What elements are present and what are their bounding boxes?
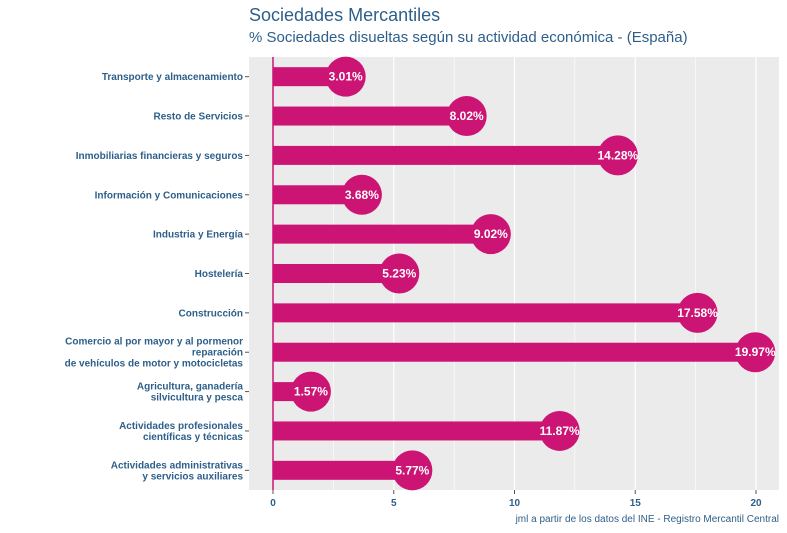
category-label: Actividades profesionales científicas y t… bbox=[119, 421, 243, 443]
value-bubble bbox=[379, 253, 420, 294]
x-tick-label: 20 bbox=[750, 498, 762, 509]
x-tick-label: 0 bbox=[270, 498, 276, 509]
category-label: Industria y Energía bbox=[153, 230, 243, 241]
x-tick-label: 5 bbox=[391, 498, 397, 509]
category-label: Construcción bbox=[179, 308, 243, 319]
value-bubble bbox=[446, 96, 487, 137]
bar bbox=[273, 145, 618, 165]
bar bbox=[273, 185, 362, 205]
value-label: 1.57% bbox=[294, 385, 328, 399]
chart-subtitle: % Sociedades disueltas según su activida… bbox=[249, 29, 688, 46]
category-label: Agricultura, ganadería silvicultura y pes… bbox=[137, 382, 244, 404]
bar bbox=[273, 106, 467, 126]
value-label: 5.23% bbox=[382, 267, 416, 281]
category-label: Transporte y almacenamiento bbox=[102, 72, 243, 83]
x-tick-label: 15 bbox=[630, 498, 642, 509]
value-bubble bbox=[341, 174, 382, 215]
value-bubble bbox=[677, 292, 718, 333]
value-label: 3.01% bbox=[329, 70, 363, 84]
value-label: 17.58% bbox=[677, 306, 718, 320]
category-label: Actividades administrativas y servicios a… bbox=[111, 460, 244, 482]
bars: 3.01% 8.02% 14.28% 3.68% 9.02% 5.23% 17.58% 19.… bbox=[273, 56, 776, 491]
value-label: 8.02% bbox=[450, 109, 484, 123]
category-label: Hostelería bbox=[195, 269, 244, 280]
value-bubble bbox=[735, 332, 776, 373]
value-label: 9.02% bbox=[474, 227, 508, 241]
value-bubble bbox=[392, 450, 433, 491]
bar bbox=[273, 421, 560, 441]
value-label: 5.77% bbox=[395, 463, 429, 477]
value-bubble bbox=[539, 410, 580, 451]
grid-lines bbox=[272, 57, 757, 490]
bar bbox=[273, 460, 413, 480]
bar bbox=[273, 264, 400, 283]
bar bbox=[273, 303, 698, 323]
value-bubble bbox=[597, 135, 638, 176]
value-label: 11.87% bbox=[540, 424, 580, 438]
x-tick-labels: 0 5 10 15 20 bbox=[270, 490, 762, 509]
bar bbox=[273, 342, 756, 362]
bar bbox=[273, 224, 491, 244]
category-label: Información y Comunicaciones bbox=[95, 190, 244, 201]
x-tick-label: 10 bbox=[509, 498, 521, 509]
value-label: 19.97% bbox=[735, 345, 776, 359]
category-label: Inmobiliarias financieras y seguros bbox=[76, 151, 244, 162]
chart-title: Sociedades Mercantiles bbox=[249, 5, 441, 25]
category-labels: Transporte y almacenamiento Resto de Serv… bbox=[65, 72, 249, 482]
value-bubble bbox=[290, 371, 331, 412]
value-bubble bbox=[470, 214, 511, 255]
category-label: Resto de Servicios bbox=[154, 112, 244, 123]
value-label: 14.28% bbox=[598, 148, 639, 162]
value-bubble bbox=[325, 56, 366, 97]
value-label: 3.68% bbox=[345, 188, 379, 202]
source-caption: jml a partir de los datos del INE - Regi… bbox=[515, 514, 779, 525]
category-label: Comercio al por mayor y al pormenor repar… bbox=[65, 337, 244, 370]
